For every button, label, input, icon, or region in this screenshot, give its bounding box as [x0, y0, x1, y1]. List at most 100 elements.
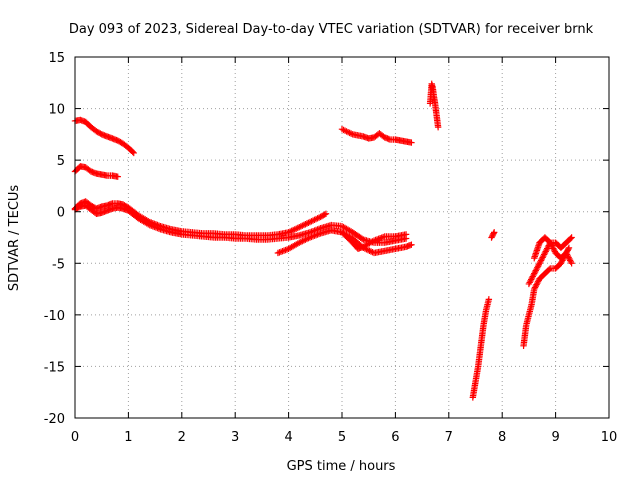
data-point	[367, 248, 375, 255]
data-point	[531, 268, 539, 276]
data-point	[533, 281, 540, 288]
chart-title: Day 093 of 2023, Sidereal Day-to-day VTE…	[69, 22, 594, 37]
data-point	[341, 127, 349, 134]
data-point	[311, 216, 318, 224]
data-point	[536, 260, 543, 267]
data-point	[568, 234, 575, 241]
data-point	[308, 218, 315, 225]
data-point	[129, 148, 136, 156]
data-point	[366, 247, 373, 254]
data-point	[309, 217, 317, 224]
x-tick-label: 1	[124, 430, 132, 445]
data-point	[297, 238, 305, 246]
series-arc4	[71, 202, 410, 246]
data-point	[567, 235, 574, 242]
data-point	[534, 279, 541, 287]
series-arc10	[488, 229, 498, 241]
data-point	[564, 252, 572, 260]
data-point	[408, 139, 415, 146]
data-point	[547, 240, 555, 248]
data-point	[303, 220, 311, 227]
data-point	[347, 130, 355, 137]
series-arc11	[520, 244, 573, 349]
data-point	[340, 126, 347, 134]
data-point	[531, 284, 539, 291]
data-point	[490, 230, 497, 237]
data-point	[114, 173, 121, 180]
data-point	[305, 219, 312, 226]
x-tick-label: 8	[498, 430, 506, 445]
data-point	[145, 221, 152, 228]
data-point	[314, 215, 321, 222]
data-point	[364, 246, 372, 254]
data-point	[315, 214, 323, 221]
data-point	[300, 221, 308, 229]
data-point	[358, 235, 366, 242]
series-arc13	[531, 234, 575, 267]
data-point	[321, 211, 328, 218]
data-point	[565, 245, 572, 253]
data-point	[300, 237, 308, 244]
data-point	[402, 231, 410, 238]
data-point	[291, 226, 298, 233]
data-point	[528, 274, 536, 282]
y-tick-label: 15	[48, 51, 65, 66]
data-point	[568, 260, 575, 267]
x-tick-label: 5	[338, 430, 346, 445]
data-point	[530, 271, 537, 279]
data-point	[550, 246, 558, 254]
y-tick-label: 0	[57, 206, 65, 221]
data-point	[549, 243, 556, 251]
data-point	[545, 266, 553, 273]
data-point	[537, 258, 544, 266]
grid	[75, 57, 609, 418]
data-point	[565, 254, 572, 261]
data-point	[303, 235, 311, 243]
data-point	[547, 239, 554, 246]
data-point	[297, 223, 305, 230]
data-point	[408, 241, 415, 248]
series-arc8	[426, 80, 442, 131]
data-point	[538, 255, 546, 263]
data-point	[360, 244, 367, 252]
x-tick-label: 3	[231, 430, 239, 445]
x-tick-label: 10	[601, 430, 618, 445]
data-point	[299, 237, 306, 245]
data-point	[526, 279, 533, 286]
data-point	[343, 128, 350, 135]
data-point	[566, 257, 574, 264]
y-axis-ticks: 15 10 5 0 -5 -10 -15 -20	[44, 51, 609, 427]
data-point	[531, 285, 538, 293]
data-point	[541, 249, 549, 257]
data-point	[312, 215, 320, 223]
data-point	[322, 210, 330, 217]
data-point	[533, 265, 540, 273]
y-axis-label: SDTVAR / TECUs	[7, 185, 22, 292]
data-point	[567, 258, 575, 266]
x-axis-ticks: 0 1 2 3 4 5 6 7 8 9 10	[71, 57, 617, 445]
data-point	[540, 252, 547, 260]
data-point	[485, 296, 493, 303]
data-point	[294, 224, 301, 232]
y-tick-label: -10	[44, 309, 65, 324]
data-point	[539, 254, 546, 261]
data-point	[563, 249, 570, 257]
data-point	[306, 218, 314, 226]
data-point	[527, 276, 535, 283]
data-point	[490, 229, 498, 236]
data-point	[534, 263, 542, 270]
y-tick-label: 10	[48, 103, 65, 118]
y-tick-label: -5	[52, 257, 65, 272]
data-point	[532, 282, 539, 290]
data-point	[338, 126, 346, 133]
y-tick-label: 5	[57, 154, 65, 169]
data-point	[286, 228, 294, 235]
data-point	[299, 222, 306, 229]
x-tick-label: 2	[178, 430, 186, 445]
x-tick-label: 0	[71, 430, 79, 445]
x-axis-label: GPS time / hours	[287, 459, 396, 474]
data-point	[531, 270, 538, 277]
data-point	[369, 238, 376, 245]
y-tick-label: -15	[44, 360, 65, 375]
